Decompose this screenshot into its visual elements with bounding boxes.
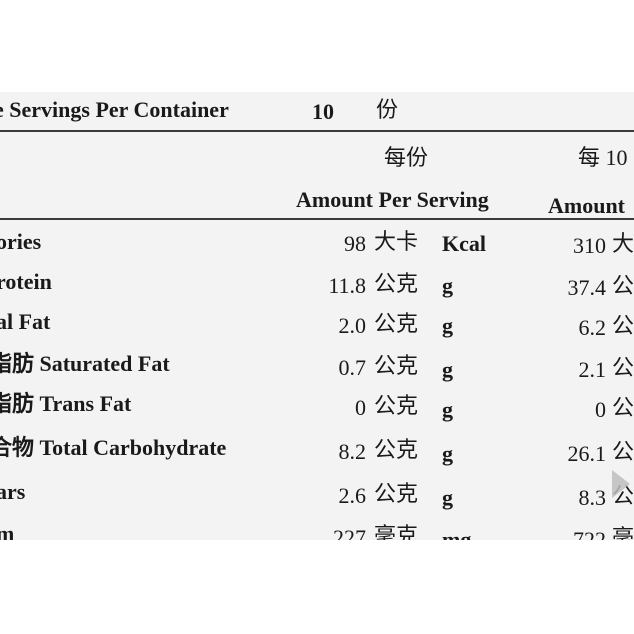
row-unit-100: 毫 bbox=[612, 525, 634, 541]
servings-label: e Servings Per Container bbox=[0, 97, 229, 122]
row-value-100: 8.3 bbox=[578, 485, 607, 510]
row-unit-en: g bbox=[442, 313, 453, 338]
row-value: 0 bbox=[355, 395, 366, 420]
row-unit-en: g bbox=[442, 397, 453, 422]
servings-value: 10 bbox=[312, 99, 334, 124]
row-unit-zh: 公克 bbox=[374, 271, 419, 296]
row-value: 11.8 bbox=[328, 273, 366, 298]
row-value: 98 bbox=[344, 231, 366, 256]
row-name: 脂肪 Trans Fat bbox=[0, 391, 132, 416]
row-name: ars bbox=[0, 479, 26, 504]
row-unit-en: g bbox=[442, 485, 453, 510]
per-100-zh: 每 10 bbox=[578, 145, 628, 170]
row-unit-zh: 毫克 bbox=[374, 523, 419, 541]
row-unit-100: 大 bbox=[612, 231, 634, 256]
row-unit-en: g bbox=[442, 273, 453, 298]
row-name: m bbox=[0, 521, 15, 541]
row-value: 8.2 bbox=[338, 439, 367, 464]
header-divider bbox=[0, 130, 634, 132]
row-name: 合物 Total Carbohydrate bbox=[0, 435, 227, 460]
row-unit-100: 公 bbox=[612, 395, 634, 420]
per-serving-en: Amount Per Serving bbox=[296, 187, 489, 212]
row-unit-en: g bbox=[442, 357, 453, 382]
row-value: 2.6 bbox=[338, 483, 367, 508]
row-value-100: 0 bbox=[595, 397, 606, 422]
row-value: 0.7 bbox=[338, 355, 367, 380]
row-name: al Fat bbox=[0, 309, 51, 334]
row-unit-zh: 公克 bbox=[374, 393, 419, 418]
row-value-100: 2.1 bbox=[578, 357, 607, 382]
nutrition-label: e Servings Per Container 10 份 每份 每 10 Am… bbox=[0, 92, 634, 540]
row-unit-zh: 公克 bbox=[374, 311, 419, 336]
row-value-100: 6.2 bbox=[578, 315, 607, 340]
row-value-100: 26.1 bbox=[567, 441, 607, 466]
row-unit-en: g bbox=[442, 441, 453, 466]
columns-divider bbox=[0, 218, 634, 220]
row-name: rotein bbox=[0, 269, 52, 294]
row-value-100: 37.4 bbox=[567, 275, 607, 300]
row-name: ories bbox=[0, 229, 42, 254]
per-serving-zh: 每份 bbox=[384, 145, 429, 170]
row-unit-en: Kcal bbox=[442, 231, 486, 256]
row-unit-zh: 大卡 bbox=[374, 229, 419, 254]
per-100-en: Amount bbox=[548, 193, 626, 218]
row-unit-zh: 公克 bbox=[374, 353, 419, 378]
row-unit-100: 公 bbox=[612, 355, 634, 380]
row-unit-zh: 公克 bbox=[374, 481, 419, 506]
row-value: 227 bbox=[333, 525, 366, 541]
row-unit-100: 公 bbox=[612, 439, 634, 464]
pointer-arrow-icon bbox=[612, 470, 630, 498]
servings-unit: 份 bbox=[376, 97, 399, 122]
row-value-100: 722 bbox=[573, 527, 606, 541]
row-name: 脂肪 Saturated Fat bbox=[0, 351, 170, 376]
row-unit-en: mg bbox=[442, 527, 472, 541]
row-unit-zh: 公克 bbox=[374, 437, 419, 462]
row-value-100: 310 bbox=[573, 233, 606, 258]
row-value: 2.0 bbox=[338, 313, 367, 338]
row-unit-100: 公 bbox=[612, 273, 634, 298]
row-unit-100: 公 bbox=[612, 313, 634, 338]
